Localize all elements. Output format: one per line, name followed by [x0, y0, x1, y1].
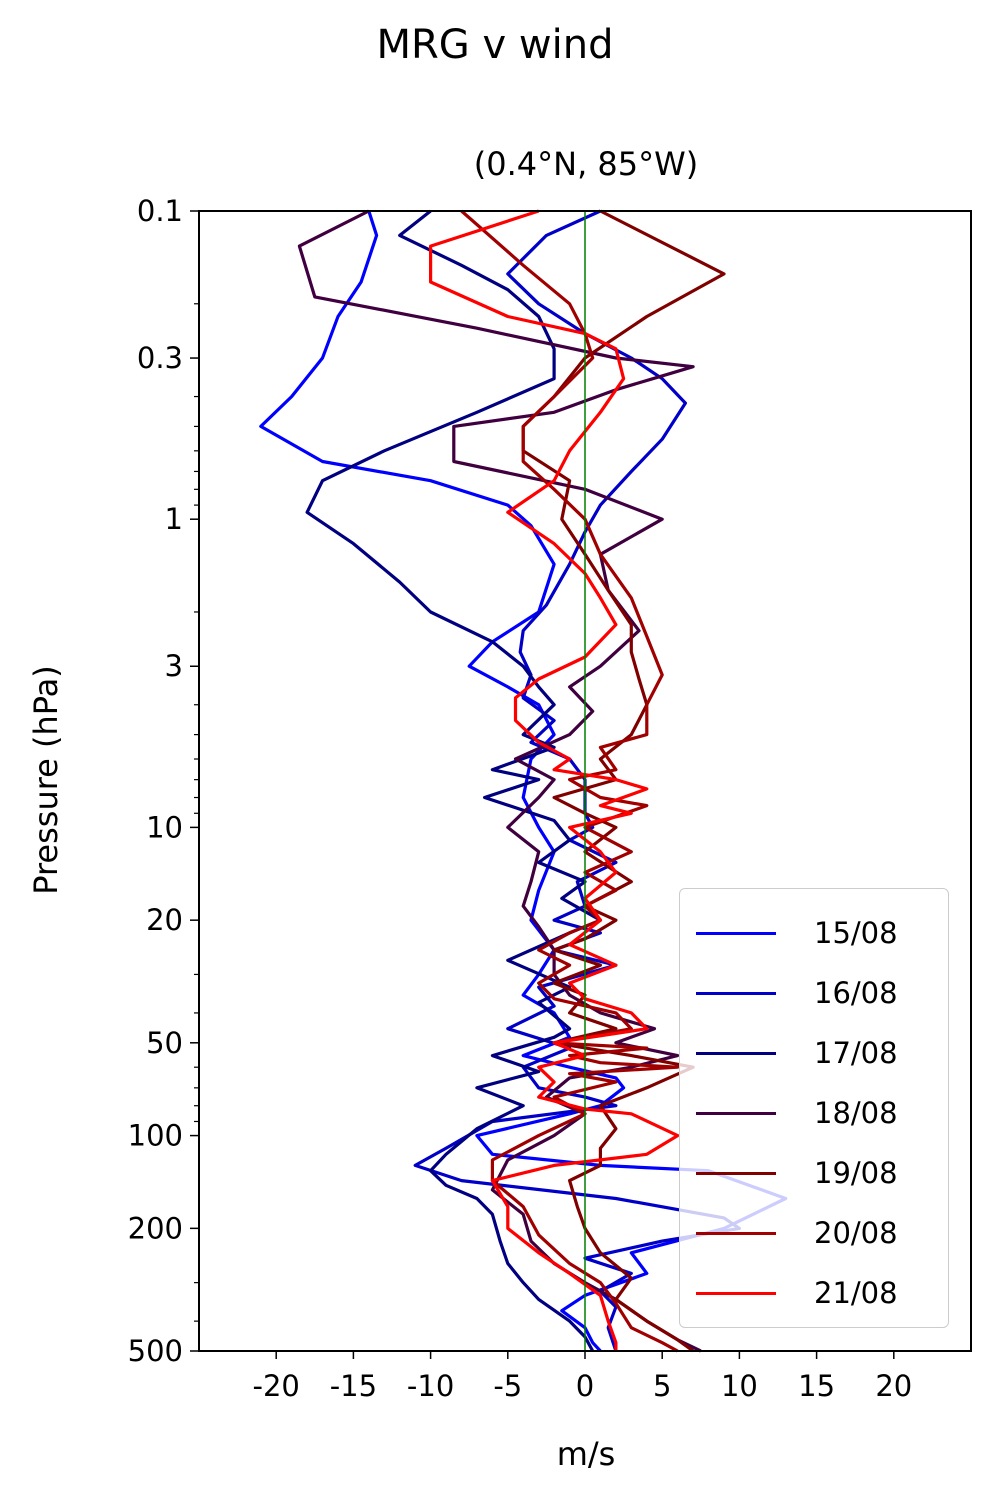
series-line-16-08 — [413, 209, 742, 1352]
legend-swatch — [696, 1231, 776, 1235]
y-tick-label: 0.3 — [137, 341, 183, 375]
legend-item: 18/08 — [680, 1083, 948, 1143]
legend-item: 16/08 — [680, 963, 948, 1023]
legend-label: 21/08 — [814, 1276, 898, 1310]
legend-label: 17/08 — [814, 1036, 898, 1070]
series-line-21-08 — [429, 209, 680, 1351]
legend-label: 18/08 — [814, 1096, 898, 1130]
legend-label: 16/08 — [814, 976, 898, 1010]
series-line-18-08 — [297, 209, 702, 1353]
legend-swatch — [696, 931, 776, 935]
x-tick-label: 10 — [721, 1369, 758, 1403]
y-axis: 0.1 0.3 1 3 10 20 50 100 200 500 — [128, 194, 199, 1368]
y-tick-label: 100 — [128, 1119, 183, 1153]
x-tick-label: 20 — [875, 1369, 912, 1403]
x-tick-label: -15 — [330, 1369, 377, 1403]
x-tick-label: 0 — [576, 1369, 594, 1403]
y-axis-label: Pressure (hPa) — [27, 665, 65, 895]
y-tick-label: 3 — [165, 649, 183, 683]
legend-item: 15/08 — [680, 903, 948, 963]
legend: 15/08 16/08 17/08 18/08 19/08 20/08 21/08 — [679, 888, 949, 1328]
legend-swatch — [696, 1171, 776, 1175]
legend-item: 17/08 — [680, 1023, 948, 1083]
y-tick-label: 200 — [128, 1211, 183, 1245]
legend-label: 15/08 — [814, 916, 898, 950]
x-tick-label: 5 — [653, 1369, 671, 1403]
y-tick-label: 20 — [146, 903, 183, 937]
x-tick-label: 15 — [798, 1369, 835, 1403]
legend-swatch — [696, 1291, 776, 1295]
x-axis: -20 -15 -10 -5 0 5 10 15 20 — [253, 1351, 912, 1403]
x-tick-label: -20 — [253, 1369, 300, 1403]
legend-item: 20/08 — [680, 1203, 948, 1263]
legend-swatch — [696, 991, 776, 995]
y-tick-label: 50 — [146, 1026, 183, 1060]
x-axis-label: m/s — [556, 1435, 616, 1473]
legend-swatch — [696, 1111, 776, 1115]
legend-label: 20/08 — [814, 1216, 898, 1250]
x-tick-label: -5 — [493, 1369, 522, 1403]
chart-subtitle: (0.4°N, 85°W) — [473, 145, 699, 183]
series-line-19-08 — [521, 209, 726, 1353]
legend-label: 19/08 — [814, 1156, 898, 1190]
legend-swatch — [696, 1051, 776, 1055]
y-tick-label: 1 — [165, 502, 183, 536]
series-line-17-08 — [305, 209, 603, 1352]
legend-item: 21/08 — [680, 1263, 948, 1323]
y-tick-label: 0.1 — [137, 194, 183, 228]
chart-title: MRG v wind — [376, 22, 614, 68]
legend-item: 19/08 — [680, 1143, 948, 1203]
y-tick-label: 500 — [128, 1334, 183, 1368]
x-tick-label: -10 — [407, 1369, 454, 1403]
y-tick-label: 10 — [146, 810, 183, 844]
